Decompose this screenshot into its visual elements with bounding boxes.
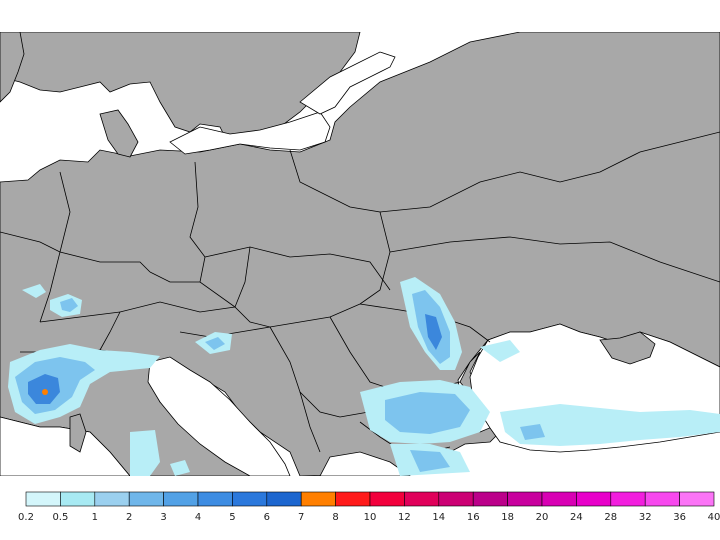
legend-tick-label: 0.2 (18, 512, 34, 523)
land-crimea (599, 331, 656, 365)
legend-swatch (369, 491, 405, 507)
legend-tick-label: 6 (264, 512, 270, 523)
legend-swatch (507, 491, 543, 507)
legend-swatch (232, 491, 268, 507)
legend-swatch (472, 491, 508, 507)
legend-swatch (197, 491, 233, 507)
legend-swatches (25, 491, 715, 507)
legend-swatch (25, 491, 61, 507)
legend-swatch (300, 491, 336, 507)
legend-swatch (128, 491, 164, 507)
adriatic-sea (147, 356, 291, 476)
precip-carpathians (400, 277, 462, 370)
legend-swatch (163, 491, 199, 507)
land-corsica (69, 413, 87, 453)
legend-swatch (576, 491, 612, 507)
legend-tick-label: 5 (229, 512, 235, 523)
legend-swatch (610, 491, 646, 507)
land-denmark (99, 109, 139, 158)
legend-swatch (438, 491, 474, 507)
legend-tick-label: 4 (195, 512, 201, 523)
legend-tick-label: 8 (332, 512, 338, 523)
legend-tick-label: 40 (708, 512, 720, 523)
legend-tick-label: 32 (639, 512, 652, 523)
mediterranean-sea (0, 416, 131, 476)
legend-swatch (644, 491, 680, 507)
legend-tick-label: 10 (364, 512, 377, 523)
legend-tick-label: 24 (570, 512, 583, 523)
legend-tick-label: 12 (398, 512, 411, 523)
legend-swatch (679, 491, 715, 507)
precipitation-map (0, 32, 720, 476)
legend-tick-label: 0.5 (52, 512, 68, 523)
legend-tick-label: 18 (501, 512, 514, 523)
legend-swatch (404, 491, 440, 507)
legend-swatch (94, 491, 130, 507)
legend-tick-label: 2 (126, 512, 132, 523)
baltic-sea (169, 111, 331, 155)
precip-alps (8, 284, 160, 424)
precipitation-legend: 0.2 0.5 1 2 3 4 5 6 7 8 10 12 14 16 18 20 24 28 32 36 40 (18, 491, 720, 523)
legend-tick-label: 3 (160, 512, 166, 523)
precip-turkey (130, 404, 720, 476)
land-britain (0, 32, 25, 103)
legend-swatch (266, 491, 302, 507)
legend-swatch (541, 491, 577, 507)
legend-tick-label: 7 (298, 512, 304, 523)
legend-tick-label: 36 (673, 512, 686, 523)
legend-tick-label: 14 (432, 512, 445, 523)
legend-tick-label: 1 (92, 512, 98, 523)
legend-tick-label: 28 (604, 512, 617, 523)
legend-swatch (335, 491, 371, 507)
legend-tick-label: 20 (536, 512, 549, 523)
precip-balkans (360, 340, 520, 476)
legend-labels: 0.2 0.5 1 2 3 4 5 6 7 8 10 12 14 16 18 20 24 28 32 36 40 (18, 512, 720, 523)
legend-swatch (60, 491, 96, 507)
gulf-of-finland (299, 51, 396, 115)
legend-tick-label: 16 (467, 512, 480, 523)
precip-austria (170, 332, 232, 476)
